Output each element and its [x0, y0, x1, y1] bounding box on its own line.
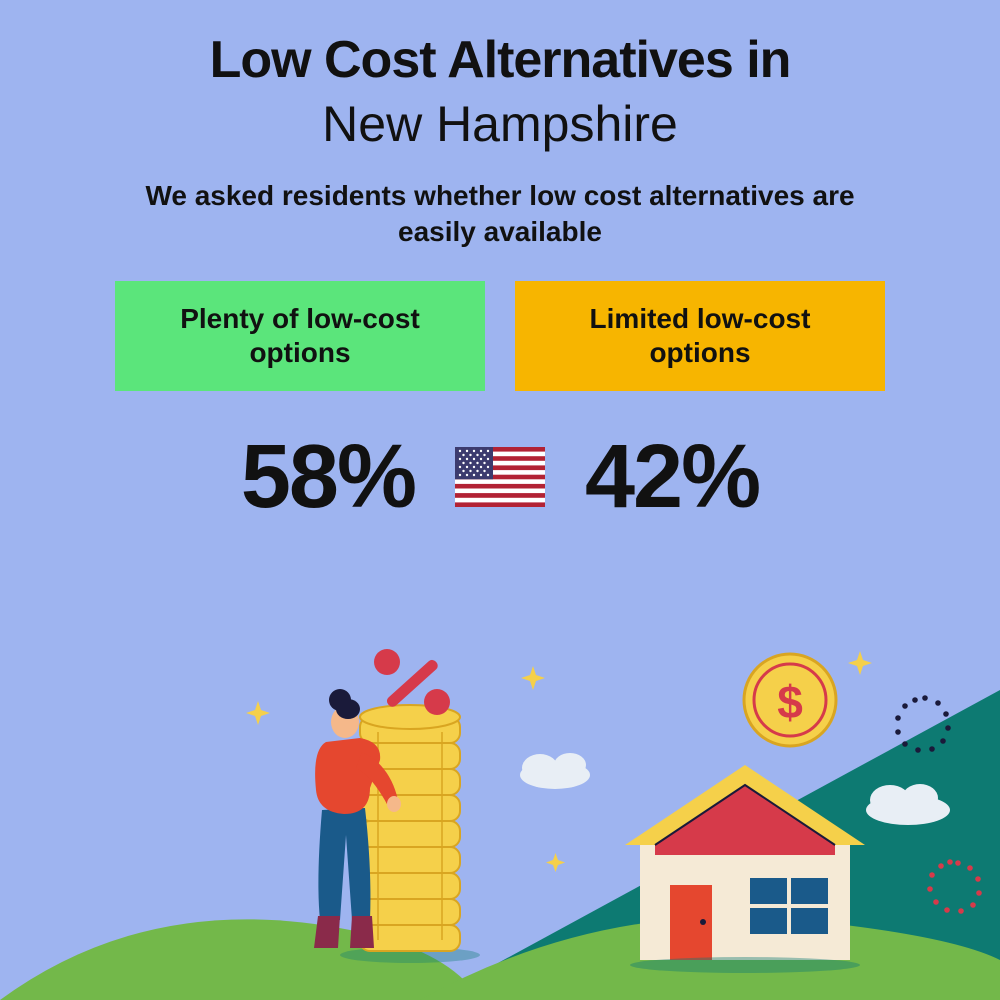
title-line2: New Hampshire	[0, 95, 1000, 153]
option-left: Plenty of low-cost options	[115, 281, 485, 391]
svg-text:$: $	[777, 676, 803, 728]
dollar-coin-icon: $	[744, 654, 836, 746]
stat-right: 42%	[585, 426, 759, 529]
options-row: Plenty of low-cost options Limited low-c…	[0, 281, 1000, 391]
stats-row: 58% 42%	[0, 426, 1000, 529]
subhead: We asked residents whether low cost alte…	[140, 178, 860, 251]
title-line1: Low Cost Alternatives in	[0, 30, 1000, 90]
header: Low Cost Alternatives in New Hampshire	[0, 0, 1000, 153]
us-flag-icon	[455, 447, 545, 507]
option-right: Limited low-cost options	[515, 281, 885, 391]
cloud-left	[520, 753, 590, 789]
illustration: $	[0, 620, 1000, 1000]
stat-left: 58%	[241, 426, 415, 529]
